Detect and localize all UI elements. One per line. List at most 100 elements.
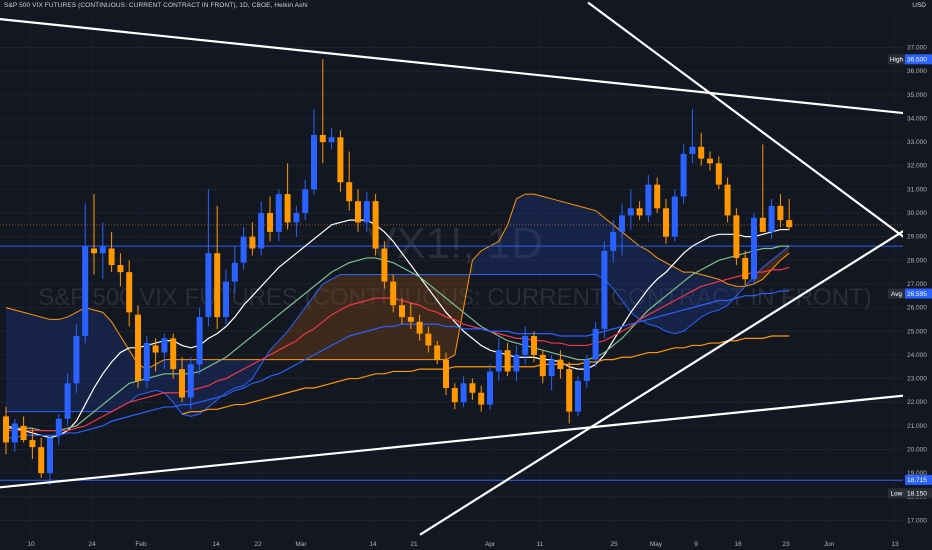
candle-body — [126, 272, 133, 313]
y-tick-label: 20.000 — [907, 447, 927, 454]
candle-body — [610, 231, 617, 251]
candle-body — [636, 208, 643, 216]
moving-average-line — [6, 290, 790, 439]
candle-body — [275, 194, 282, 232]
candle-body — [434, 345, 441, 360]
chart-title: S&P 500 VIX FUTURES (CONTINUOUS: CURRENT… — [4, 2, 308, 9]
candle-body — [460, 383, 467, 403]
candle-body — [284, 194, 291, 223]
price-badge-value: 36.500 — [907, 57, 927, 64]
y-tick-label: 32.000 — [907, 163, 927, 170]
candle-body — [187, 364, 194, 398]
candle-body — [179, 369, 185, 398]
candle-body — [214, 253, 221, 318]
candle-body — [38, 447, 45, 474]
candle-body — [328, 137, 335, 143]
y-tick-label: 21.000 — [907, 423, 927, 430]
y-tick-label: 17.000 — [907, 517, 927, 524]
candle-body — [231, 262, 238, 282]
candle-body — [627, 208, 634, 216]
candle-body — [619, 215, 625, 232]
trendline — [419, 212, 932, 536]
price-axis-panel — [903, 0, 932, 550]
y-tick-label: 31.000 — [907, 186, 927, 193]
x-tick-label: 25 — [610, 541, 618, 548]
price-badge-bg — [905, 54, 932, 65]
candle-body — [196, 317, 203, 365]
candle-body — [399, 305, 405, 318]
candle-body — [108, 248, 115, 266]
cloud-fill — [754, 246, 790, 284]
candle-body — [372, 201, 379, 249]
candle-body — [258, 213, 265, 249]
candle-body — [671, 196, 678, 237]
candle-body — [522, 335, 529, 355]
price-badge-value: 26.595 — [907, 291, 927, 298]
y-tick-label: 29.000 — [907, 234, 927, 241]
candle-body — [381, 248, 388, 282]
y-tick-label: 27.000 — [907, 281, 927, 288]
candle-body — [55, 418, 62, 436]
candle-body — [29, 440, 36, 448]
price-badge-label: Low — [891, 491, 903, 498]
candle-body — [751, 217, 757, 280]
candle-body — [99, 246, 106, 254]
candle-body — [293, 213, 300, 223]
candle-body — [495, 350, 502, 372]
candle-body — [583, 359, 590, 381]
candle-body — [161, 338, 168, 353]
candle-body — [715, 163, 722, 185]
trendline — [0, 18, 932, 118]
candle-body — [786, 220, 793, 228]
price-badge-label-bg — [888, 488, 905, 499]
x-tick-label: 14 — [369, 541, 377, 548]
candle-body — [390, 281, 397, 306]
candle-body — [742, 257, 749, 280]
candle-body — [267, 213, 273, 232]
candle-body — [689, 146, 696, 154]
candle-body — [680, 153, 687, 197]
candle-body — [733, 215, 740, 258]
candle-body — [416, 321, 423, 334]
watermark-name: S&P 500 VIX FUTURES (CONTINUOUS: CURRENT… — [38, 284, 871, 311]
y-tick-label: 22.000 — [907, 399, 927, 406]
candle-body — [601, 250, 608, 329]
candle-body — [469, 383, 476, 393]
trendline — [0, 391, 932, 489]
x-tick-label: Feb — [135, 541, 147, 548]
y-tick-label: 24.000 — [907, 352, 927, 359]
candle-body — [82, 246, 89, 336]
x-tick-label: Jun — [824, 541, 835, 548]
candle-body — [504, 350, 511, 372]
price-badge-label-bg — [888, 54, 905, 65]
x-tick-label: 9 — [694, 541, 698, 548]
candle-body — [64, 383, 71, 419]
y-tick-label: 35.000 — [907, 92, 927, 99]
price-badge-value: 18.150 — [907, 491, 927, 498]
candle-body — [539, 354, 546, 377]
time-axis-panel — [0, 537, 932, 550]
candle-body — [73, 335, 80, 384]
candle-body — [654, 184, 661, 209]
candle-body — [135, 314, 141, 381]
candle-body — [548, 359, 555, 377]
candle-body — [249, 236, 256, 249]
x-tick-label: 22 — [254, 541, 262, 548]
x-tick-label: 13 — [891, 541, 899, 548]
x-tick-label: 11 — [537, 541, 544, 548]
candle-body — [205, 253, 212, 318]
candle-body — [47, 437, 53, 474]
price-badge-bg — [905, 288, 932, 299]
x-tick-label: 24 — [88, 541, 96, 548]
candle-body — [355, 201, 361, 223]
candle-body — [645, 184, 652, 216]
candle-body — [240, 236, 247, 263]
x-tick-label: May — [650, 541, 663, 548]
candle-body — [346, 182, 353, 202]
candle-body — [557, 359, 564, 370]
candle-body — [707, 158, 713, 164]
candle-body — [592, 328, 599, 360]
candle-body — [425, 333, 432, 346]
